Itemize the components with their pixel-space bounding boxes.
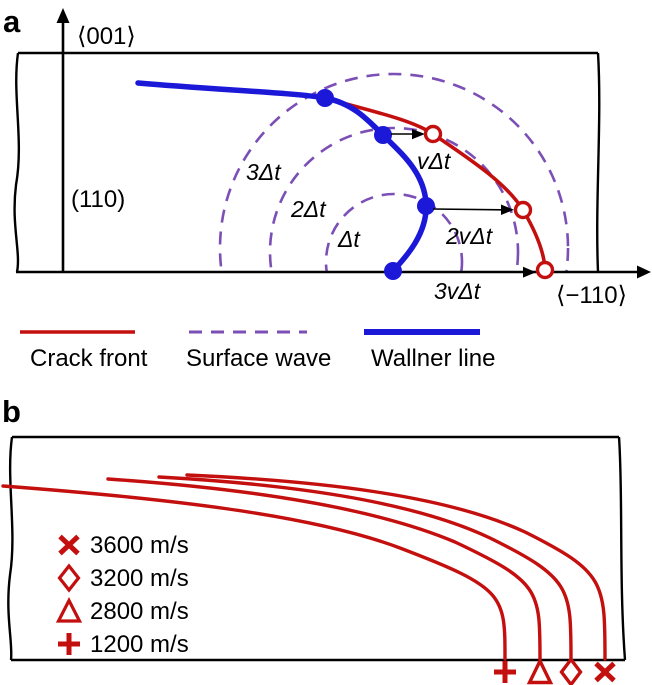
diamond-marker-icon	[559, 656, 583, 685]
arc-label-dt: Δt	[337, 226, 361, 252]
legend-3600-label: 3600 m/s	[90, 532, 189, 559]
specimen-a-torn-left-edge	[13, 52, 21, 273]
arc-label-2dt: 2Δt	[290, 196, 327, 222]
wallner-point-1	[316, 89, 334, 107]
offset-arrow-2-line	[432, 208, 502, 211]
legend-1200-label: 1200 m/s	[90, 631, 189, 658]
offset-arrow-3-head-icon	[523, 266, 536, 278]
legend-diamond-marker-icon	[57, 563, 81, 593]
legend-plus-marker-icon	[58, 633, 80, 655]
wallner-point-2	[374, 126, 392, 144]
legend-cross-marker-icon	[58, 534, 80, 556]
horizontal-axis-label: ⟨−110⟩	[556, 282, 627, 309]
specimen-b-right-edge	[617, 436, 627, 661]
wallner-point-4	[384, 262, 402, 280]
wallner-point-3	[417, 197, 435, 215]
specimen-b-torn-left-edge	[7, 436, 14, 661]
offset-label-3vdt: 3vΔt	[434, 278, 482, 304]
wallner-curve-3200	[157, 475, 573, 661]
surface-wave-arc-dt	[324, 192, 464, 271]
crack-front-point-3	[535, 260, 555, 280]
offset-arrow-2-head-icon	[501, 204, 514, 215]
crack-front-curve	[323, 96, 547, 271]
triangle-marker-icon	[526, 657, 554, 685]
wallner-curve-1200	[1, 484, 507, 661]
plus-marker-icon	[494, 661, 516, 683]
wallner-line-curve	[135, 80, 429, 274]
surface-wave-arc-2dt	[268, 126, 520, 271]
horizontal-axis-arrow-icon	[637, 265, 651, 279]
legend-wallner-line-label: Wallner line	[371, 345, 496, 372]
legend-surface-wave-label: Surface wave	[186, 345, 331, 372]
wallner-curve-2800	[106, 477, 542, 661]
legend-crack-front-label: Crack front	[30, 345, 148, 372]
panel-b-label: b	[2, 394, 21, 429]
panel-b-drawing: 3600 m/s 3200 m/s 2800 m/s 1200 m/s b	[1, 394, 627, 685]
surface-wave-arc-3dt	[218, 72, 570, 271]
cross-marker-icon	[594, 661, 616, 683]
vertical-axis-label: ⟨001⟩	[77, 23, 136, 50]
offset-arrow-1-head-icon	[412, 129, 425, 140]
panel-a-drawing: a ⟨001⟩ (110) ⟨−110⟩ 3Δt 2Δt Δt vΔt 2vΔt…	[3, 4, 651, 372]
crack-front-point-2	[513, 200, 533, 220]
legend-triangle-marker-icon	[55, 596, 83, 623]
arc-label-3dt: 3Δt	[246, 159, 282, 185]
crack-front-point-1	[423, 124, 443, 144]
legend-2800-label: 2800 m/s	[90, 598, 189, 625]
panel-a-label: a	[3, 4, 21, 39]
vertical-axis-arrow-icon	[56, 8, 70, 23]
specimen-a-right-edge	[596, 52, 601, 273]
plane-label: (110)	[71, 186, 125, 213]
offset-label-vdt: vΔt	[417, 148, 452, 174]
wallner-curve-3600	[185, 473, 607, 661]
legend-3200-label: 3200 m/s	[90, 565, 189, 592]
offset-label-2vdt: 2vΔt	[445, 223, 494, 249]
surface-wave-arcs	[218, 72, 570, 271]
